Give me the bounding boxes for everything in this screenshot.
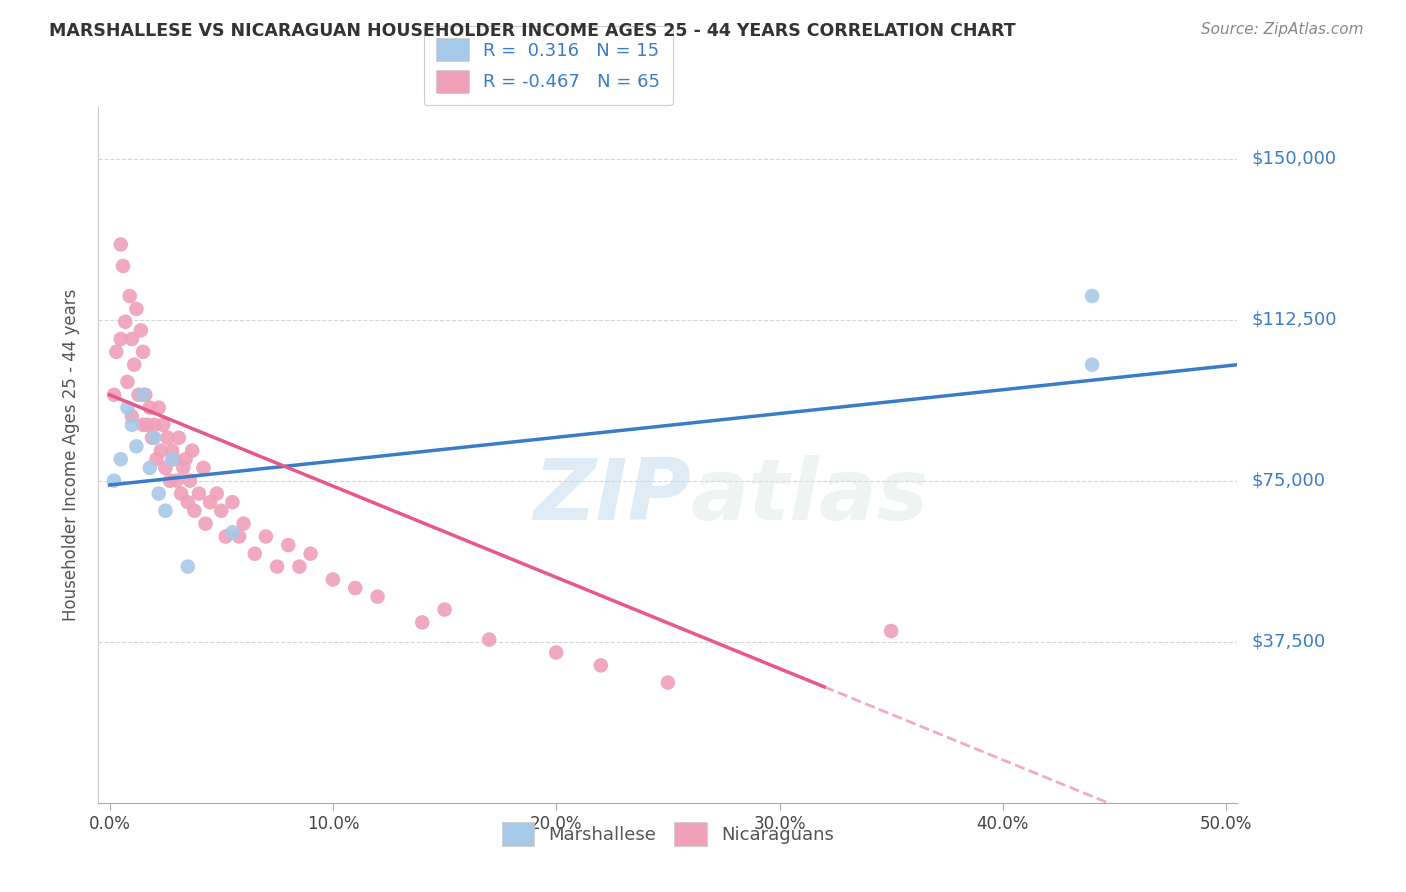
Point (159, 474, 181, 488)
Point (177, 559, 200, 574)
Point (181, 443, 204, 458)
Point (156, 431, 179, 445)
Point (117, 375, 139, 389)
Point (110, 452, 132, 467)
Point (266, 559, 288, 574)
Point (179, 474, 201, 488)
Point (589, 658, 612, 673)
Point (117, 401, 139, 415)
Text: $112,500: $112,500 (1251, 310, 1337, 328)
Point (198, 495, 221, 509)
Text: $75,000: $75,000 (1251, 472, 1326, 490)
Point (141, 431, 163, 445)
Point (121, 409, 143, 424)
Point (111, 259, 134, 273)
Point (118, 289, 141, 303)
Point (411, 615, 433, 630)
Point (209, 504, 232, 518)
Point (322, 573, 344, 587)
Point (121, 332, 143, 346)
Point (143, 417, 166, 432)
Point (277, 538, 299, 552)
Point (288, 559, 311, 574)
Point (880, 624, 903, 638)
Point (433, 602, 456, 616)
Point (145, 452, 167, 467)
Point (160, 452, 183, 467)
Point (657, 675, 679, 690)
Point (139, 460, 162, 475)
Point (155, 504, 177, 518)
Point (103, 474, 125, 488)
Point (125, 439, 148, 453)
Text: ZIP: ZIP (533, 455, 690, 538)
Point (110, 237, 132, 252)
Point (299, 547, 322, 561)
Point (134, 388, 156, 402)
Point (152, 417, 174, 432)
Point (163, 452, 186, 467)
Point (166, 474, 188, 488)
Text: $150,000: $150,000 (1251, 150, 1336, 168)
Point (103, 388, 125, 402)
Y-axis label: Householder Income Ages 25 - 44 years: Householder Income Ages 25 - 44 years (62, 289, 80, 621)
Text: MARSHALLESE VS NICARAGUAN HOUSEHOLDER INCOME AGES 25 - 44 YEARS CORRELATION CHAR: MARSHALLESE VS NICARAGUAN HOUSEHOLDER IN… (49, 22, 1015, 40)
Point (167, 431, 190, 445)
Point (170, 486, 193, 500)
Point (221, 495, 243, 509)
Point (125, 301, 148, 316)
Point (1081, 289, 1104, 303)
Point (174, 452, 197, 467)
Point (172, 460, 194, 475)
Point (149, 443, 172, 458)
Point (121, 417, 143, 432)
Point (205, 486, 228, 500)
Point (132, 388, 155, 402)
Point (132, 417, 155, 432)
Point (367, 590, 389, 604)
Point (232, 516, 254, 531)
Point (478, 632, 501, 647)
Point (344, 581, 367, 595)
Point (177, 495, 200, 509)
Point (546, 645, 568, 659)
Point (228, 529, 250, 543)
Point (136, 417, 159, 432)
Point (148, 401, 170, 415)
Point (215, 529, 238, 543)
Point (243, 547, 266, 561)
Point (128, 388, 150, 402)
Point (110, 332, 132, 346)
Point (155, 460, 177, 475)
Point (221, 525, 243, 540)
Point (139, 401, 162, 415)
Point (160, 443, 183, 458)
Point (122, 358, 145, 372)
Point (114, 315, 136, 329)
Point (143, 431, 166, 445)
Point (194, 516, 217, 531)
Point (148, 486, 170, 500)
Point (105, 344, 128, 359)
Text: atlas: atlas (690, 455, 929, 538)
Point (193, 460, 215, 475)
Point (254, 529, 277, 543)
Text: Source: ZipAtlas.com: Source: ZipAtlas.com (1201, 22, 1364, 37)
Point (183, 504, 205, 518)
Point (132, 344, 155, 359)
Point (187, 486, 209, 500)
Text: $37,500: $37,500 (1251, 632, 1326, 651)
Legend: Marshallese, Nicaraguans: Marshallese, Nicaraguans (491, 812, 845, 856)
Point (1081, 358, 1104, 372)
Point (129, 323, 152, 337)
